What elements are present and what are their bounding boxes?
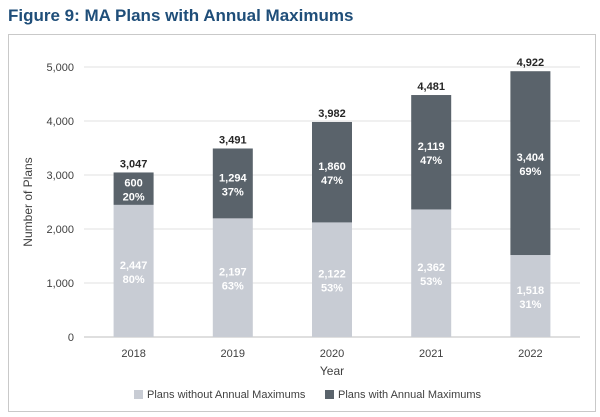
y-axis-title: Number of Plans xyxy=(21,157,35,246)
y-tick-label: 3,000 xyxy=(46,170,74,182)
x-axis-ticks: 2018 2019 2020 2021 2022 xyxy=(121,348,542,360)
data-label-with-value: 1,860 xyxy=(318,161,346,173)
x-tick-label: 2021 xyxy=(419,348,443,360)
x-tick-label: 2019 xyxy=(221,348,245,360)
y-tick-label: 4,000 xyxy=(46,116,74,128)
x-tick-label: 2020 xyxy=(320,348,344,360)
data-label-without-value: 2,362 xyxy=(417,262,445,274)
x-tick-label: 2022 xyxy=(518,348,542,360)
data-label-without-value: 1,518 xyxy=(517,285,545,297)
total-label: 3,491 xyxy=(219,134,247,146)
legend-label-with: Plans with Annual Maximums xyxy=(338,389,482,401)
data-label-without-value: 2,447 xyxy=(120,260,148,272)
total-label: 3,047 xyxy=(120,158,148,170)
bar-without-annual-max xyxy=(411,209,452,337)
bar-without-annual-max xyxy=(510,255,551,337)
data-label-without-percent: 31% xyxy=(519,299,541,311)
x-axis-title: Year xyxy=(320,364,344,378)
data-label-with-percent: 69% xyxy=(519,166,541,178)
data-label-without-value: 2,197 xyxy=(219,267,247,279)
data-label-without-percent: 53% xyxy=(321,283,343,295)
data-label-with-percent: 20% xyxy=(123,192,145,204)
y-axis-ticks: 0 1,000 2,000 3,000 4,000 5,000 xyxy=(46,62,74,344)
bar-without-annual-max xyxy=(312,222,352,337)
bar-with-annual-max xyxy=(510,71,551,256)
data-label-with-percent: 37% xyxy=(222,186,244,198)
data-label-with-value: 1,294 xyxy=(219,172,247,184)
data-label-with-value: 600 xyxy=(124,178,142,190)
y-tick-label: 2,000 xyxy=(46,224,74,236)
figure-title: Figure 9: MA Plans with Annual Maximums xyxy=(8,6,354,25)
bar-with-annual-max xyxy=(212,148,253,219)
x-tick-label: 2018 xyxy=(121,348,145,360)
y-tick-label: 1,000 xyxy=(46,278,74,290)
data-label-without-percent: 53% xyxy=(420,276,442,288)
bar-without-annual-max xyxy=(113,204,154,337)
data-label-without-percent: 63% xyxy=(222,281,244,293)
total-label: 4,922 xyxy=(517,57,545,69)
data-label-with-percent: 47% xyxy=(321,175,343,187)
bar-without-annual-max xyxy=(212,218,253,337)
total-label: 3,982 xyxy=(318,108,346,120)
data-label-without-value: 2,122 xyxy=(318,269,346,281)
total-label: 4,481 xyxy=(417,81,445,93)
bar-with-annual-max xyxy=(113,172,154,205)
data-label-with-value: 3,404 xyxy=(517,152,545,164)
legend-swatch-without xyxy=(134,390,143,399)
bars: 2,447 80% 600 20% 3,047 2,197 63% 1,294 37% 3,491… xyxy=(113,57,551,337)
chart-frame xyxy=(8,34,596,412)
data-label-with-percent: 47% xyxy=(420,155,442,167)
bar-with-annual-max xyxy=(411,95,452,210)
legend-label-without: Plans without Annual Maximums xyxy=(147,389,306,401)
legend: Plans without Annual Maximums Plans with … xyxy=(134,389,482,401)
bar-with-annual-max xyxy=(312,121,352,223)
y-tick-label: 5,000 xyxy=(46,62,74,74)
data-label-with-value: 2,119 xyxy=(418,141,445,153)
legend-swatch-with xyxy=(325,390,334,399)
data-label-without-percent: 80% xyxy=(123,274,145,286)
y-tick-label: 0 xyxy=(68,332,74,344)
